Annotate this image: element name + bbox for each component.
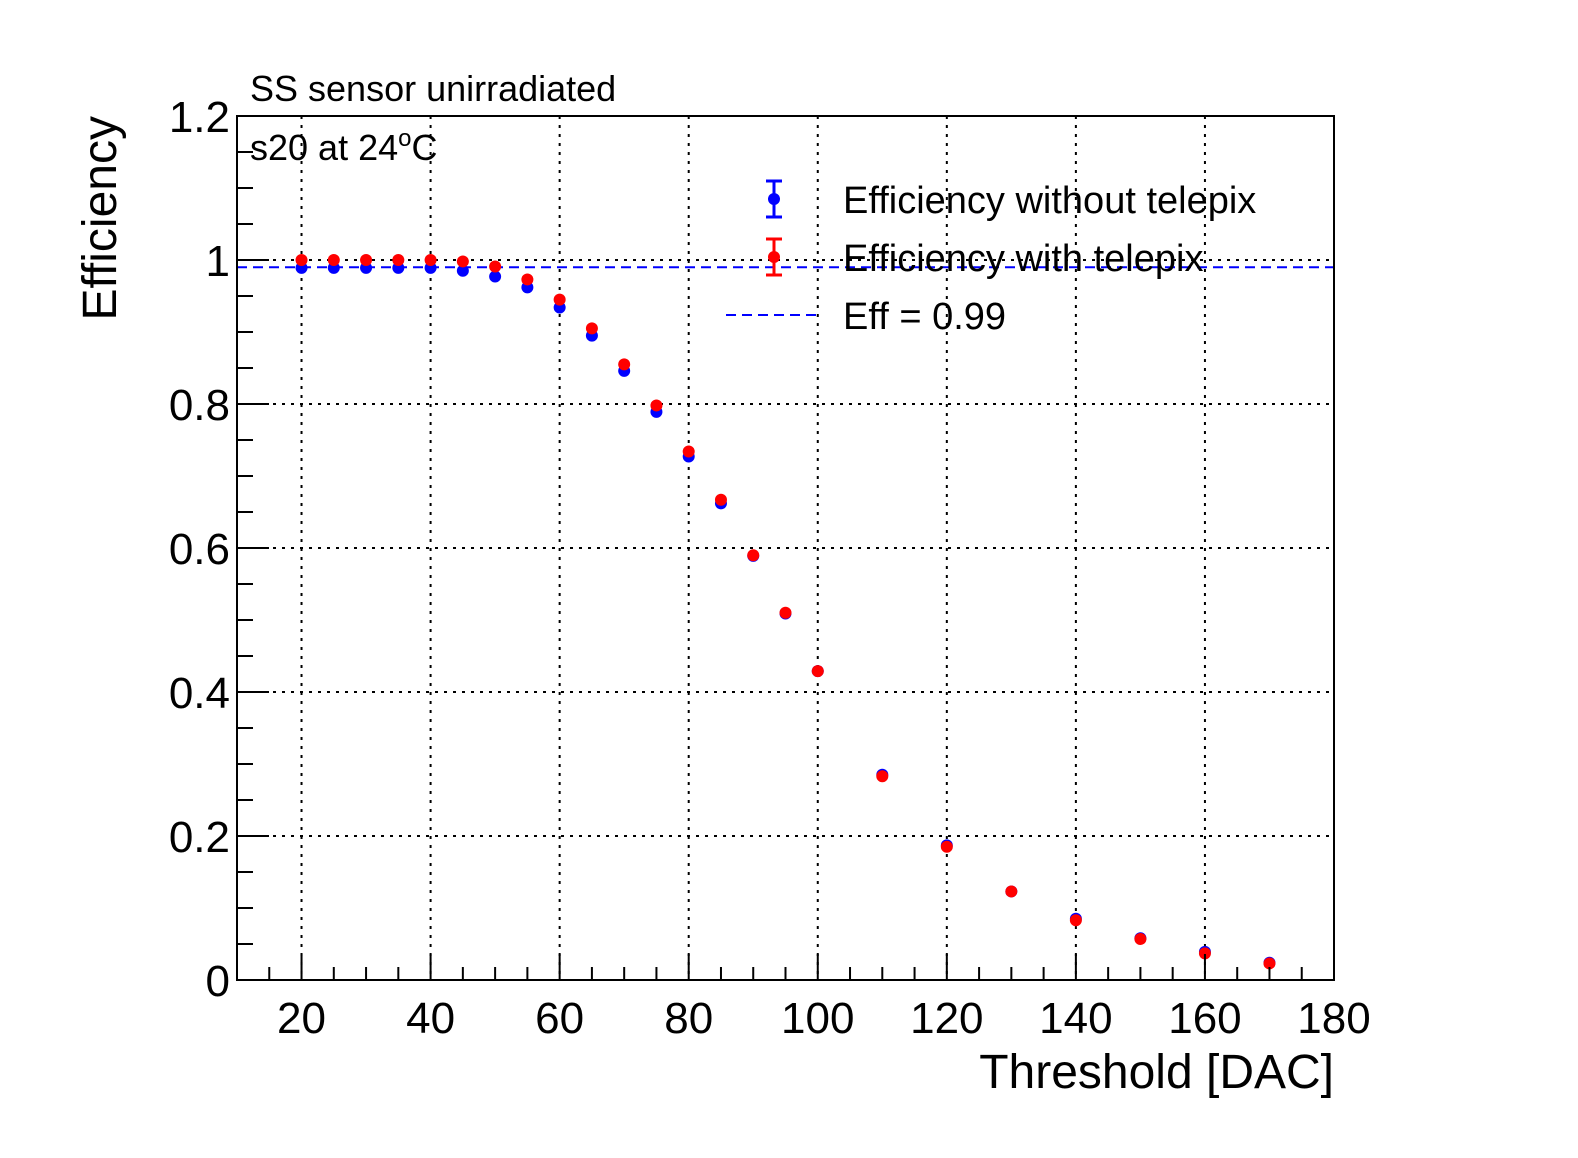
data-point [1134,932,1147,945]
data-point [682,445,695,458]
x-tick-label: 100 [781,994,854,1043]
data-point [811,665,824,678]
legend-label-reference: Eff = 0.99 [843,296,1006,338]
data-point [1005,885,1018,898]
x-axis-title: Threshold [DAC] [979,1046,1334,1099]
data-point [489,270,502,283]
data-point [1263,957,1276,970]
tick-labels: 20 40 60 80 100 120 140 160 180 0 0.2 0.4 0.6 0.8 1 1.2 [169,93,1371,1043]
data-point [456,264,469,277]
legend-entry-reference: Eff = 0.99 [726,296,1006,338]
data-point [876,770,889,783]
data-point [747,549,760,562]
y-axis-title: Efficiency [74,116,127,321]
annotation-sensor: SS sensor unirradiated [250,68,616,109]
data-point [327,254,340,266]
data-point [618,358,631,371]
data-point [424,254,437,266]
legend-dot [768,193,780,205]
x-tick-label: 80 [664,994,713,1043]
data-point [714,493,727,506]
legend-label-with-telepix: Efficiency with telepix [843,238,1203,280]
legend-dot [768,251,780,263]
data-point [456,255,469,268]
data-point [1069,914,1082,927]
data-point [392,254,405,266]
x-tick-label: 60 [535,994,584,1043]
annotation-degree-symbol: o [398,125,411,152]
x-tick-label: 140 [1039,994,1112,1043]
data-point [521,273,534,286]
y-tick-label: 0 [206,957,230,1006]
axis-ticks [236,115,1335,981]
y-tick-label: 1.2 [169,93,230,142]
data-point [779,606,792,619]
data-point [295,254,308,266]
x-tick-label: 120 [910,994,983,1043]
legend-entry-with-telepix: Efficiency with telepix [766,237,1203,280]
series-1 [295,254,1276,970]
data-point [585,322,598,335]
y-tick-label: 0.4 [169,669,230,718]
y-tick-label: 0.6 [169,525,230,574]
y-tick-label: 0.2 [169,813,230,862]
annotation-conditions-prefix: s20 at 24 [250,127,398,168]
legend-marker-with-telepix [766,237,782,277]
data-point [553,293,566,306]
legend: Efficiency without telepix Efficiency wi… [726,179,1256,338]
legend-marker-without-telepix [766,179,782,219]
data-point [360,254,373,266]
y-tick-label: 0.8 [169,381,230,430]
x-tick-label: 40 [406,994,455,1043]
data-points [295,254,1276,970]
x-tick-label: 180 [1297,994,1370,1043]
data-point [489,260,502,273]
legend-label-without-telepix: Efficiency without telepix [843,180,1256,222]
y-tick-label: 1 [206,237,230,286]
x-tick-label: 20 [277,994,326,1043]
data-point [650,399,663,412]
annotation-conditions: s20 at 24oC [250,125,437,168]
annotation-conditions-unit: C [411,127,437,168]
data-point [940,840,953,853]
x-tick-label: 160 [1168,994,1241,1043]
data-point [1198,947,1211,960]
legend-entry-without-telepix: Efficiency without telepix [766,179,1256,222]
